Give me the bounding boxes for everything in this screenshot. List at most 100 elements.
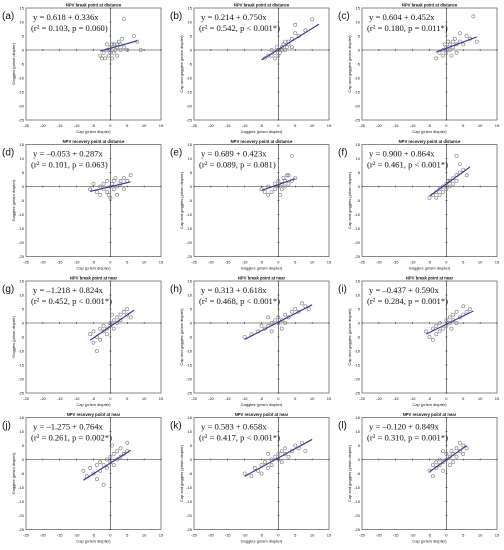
data-point (111, 452, 116, 456)
x-tick-label: 15 (159, 533, 164, 538)
data-point (110, 56, 114, 61)
x-tick-label: 0 (445, 123, 448, 128)
data-point (115, 315, 120, 320)
y-tick-label: -5 (188, 198, 192, 203)
x-tick-label: -25 (23, 123, 30, 128)
x-tick-label: -5 (428, 533, 432, 538)
x-tick-label: -5 (92, 396, 96, 401)
data-point (91, 181, 96, 186)
x-tick-label: 10 (310, 533, 315, 538)
data-point (266, 466, 271, 470)
fit-line (261, 23, 320, 61)
x-tick-label: -5 (260, 260, 264, 265)
data-point (434, 460, 439, 465)
x-tick-label: -10 (74, 396, 81, 401)
data-point (106, 193, 111, 197)
data-point (441, 449, 445, 453)
data-point (95, 190, 99, 194)
data-point (95, 463, 99, 467)
regression-equation: y = –1.275 + 0.764x (33, 422, 104, 432)
data-point (111, 50, 116, 55)
x-tick-label: -25 (359, 533, 366, 538)
y-tick-label: -25 (186, 254, 193, 259)
data-point (128, 173, 133, 178)
x-tick-label: -5 (92, 260, 96, 265)
x-tick-label: -10 (74, 123, 81, 128)
y-tick-label: -15 (186, 226, 193, 231)
data-point (118, 312, 123, 317)
x-tick-label: 10 (142, 396, 147, 401)
data-point (449, 326, 454, 331)
data-point (454, 309, 459, 314)
x-tick-label: 15 (327, 396, 332, 401)
panel-letter: (k) (170, 421, 182, 432)
data-point (259, 323, 264, 328)
x-tick-label: 10 (478, 396, 483, 401)
data-point (293, 31, 298, 36)
x-tick-label: -20 (208, 123, 215, 128)
x-tick-label: -5 (92, 123, 96, 128)
panel-letter: (i) (338, 284, 347, 295)
panel-frame (25, 417, 162, 530)
data-point (283, 48, 287, 52)
regression-equation: y = –0.120 + 0.849x (369, 422, 440, 432)
data-point (118, 446, 123, 451)
panel-j: (j) NPV recovery point at near -25 -20 -15 -1… (2, 412, 164, 544)
data-point (115, 193, 120, 197)
data-point (128, 315, 133, 320)
y-tick-label: 15 (356, 278, 361, 283)
regression-stats: (r² = 0.261, p = 0.002*) (31, 433, 112, 443)
x-tick-label: 5 (462, 260, 465, 265)
y-tick-label: -5 (356, 198, 360, 203)
data-point (424, 329, 428, 334)
y-tick-label: -20 (186, 240, 193, 245)
data-point (464, 446, 469, 451)
data-point (273, 187, 277, 192)
data-point (464, 309, 469, 314)
y-tick-label: -15 (18, 499, 25, 504)
data-point (105, 190, 109, 194)
panel-letter: (g) (2, 284, 14, 295)
x-tick-label: 10 (142, 260, 147, 265)
data-point (437, 321, 442, 325)
fit-line (429, 445, 467, 473)
data-point (279, 326, 284, 331)
x-tick-label: 10 (478, 533, 483, 538)
data-point (278, 193, 282, 197)
x-tick-label: -15 (57, 533, 64, 538)
data-point (444, 318, 449, 323)
y-tick-label: 5 (358, 170, 361, 175)
panel-letter: (l) (338, 421, 347, 432)
x-tick-label: 0 (445, 396, 448, 401)
x-axis-label: Goggles (prism diopter) (241, 402, 283, 407)
chart-title: NPV recovery point at distance (399, 139, 461, 144)
x-tick-label: 5 (462, 396, 465, 401)
y-tick-label: -25 (354, 390, 361, 395)
data-point (464, 173, 469, 178)
data-point (279, 449, 284, 453)
data-point (457, 162, 462, 166)
data-point (113, 48, 118, 52)
y-tick-label: -20 (354, 240, 361, 245)
data-point (444, 181, 449, 186)
data-point (98, 460, 103, 465)
x-axis-label: Cap (prism diopter) (412, 402, 447, 407)
data-point (461, 304, 466, 309)
data-point (276, 179, 281, 183)
data-point (81, 468, 86, 473)
data-point (446, 39, 450, 44)
panel-frame (361, 417, 498, 530)
y-axis-label: Goggles (prism diopter) (11, 42, 16, 84)
regression-equation: y = 0.583 + 0.658x (201, 422, 267, 432)
data-point (454, 446, 459, 451)
data-point (451, 39, 455, 44)
y-tick-label: 5 (190, 306, 193, 311)
x-axis-label: Cap (prism diopter) (412, 539, 447, 544)
x-tick-label: 0 (277, 396, 280, 401)
data-point (293, 176, 298, 180)
x-tick-label: 0 (109, 533, 112, 538)
x-tick-label: -10 (74, 533, 81, 538)
data-point (118, 48, 123, 52)
data-point (95, 349, 99, 353)
data-point (430, 474, 435, 479)
